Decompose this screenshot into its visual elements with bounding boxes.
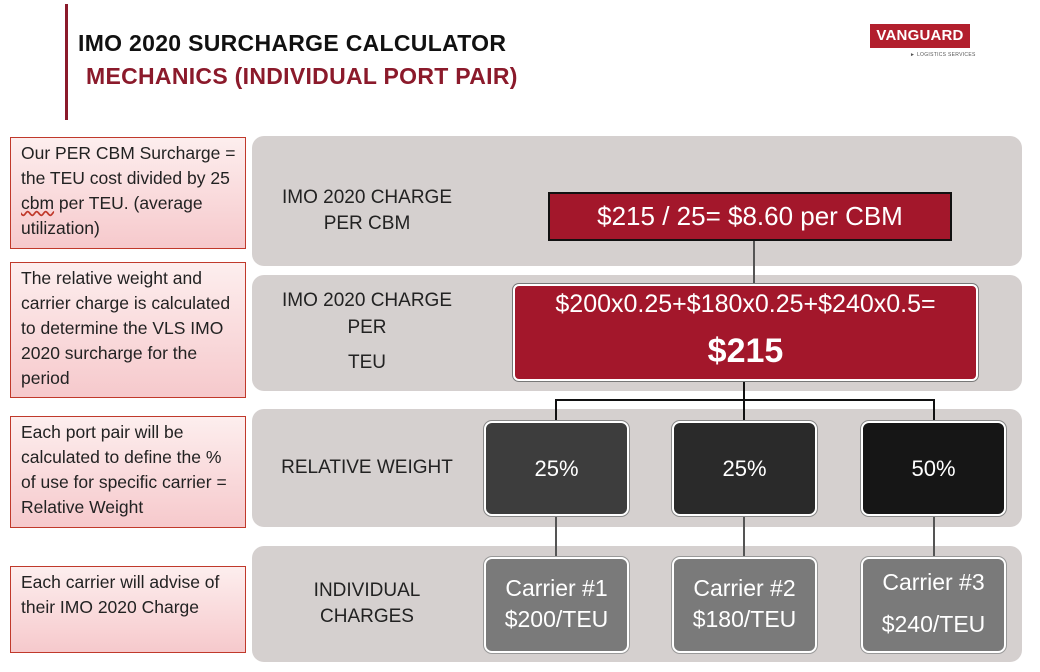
carrier-1-name: Carrier #1 — [505, 575, 608, 601]
logo-tagline: ► LOGISTICS SERVICES — [910, 52, 976, 58]
connector-weight-3 — [933, 399, 935, 422]
note-charges: Each carrier will advise of their IMO 20… — [10, 566, 246, 653]
connector-weight-2 — [743, 399, 745, 422]
connector-teu-stem — [743, 381, 745, 400]
note-cbm-underlined: cbm — [21, 193, 55, 213]
teu-formula-box: $200x0.25+$180x0.25+$240x0.5= $215 — [513, 284, 978, 381]
cbm-formula-box: $215 / 25= $8.60 per CBM — [548, 192, 952, 241]
connector-carrier-1 — [555, 516, 557, 557]
carrier-3-rate: $240/TEU — [881, 611, 986, 637]
vanguard-logo: VANGUARD — [870, 24, 970, 48]
note-cbm: Our PER CBM Surcharge = the TEU cost div… — [10, 137, 246, 249]
weight-box-3: 50% — [861, 421, 1006, 516]
note-cbm-text-a: Our PER CBM Surcharge = the TEU cost div… — [21, 143, 236, 188]
connector-cbm-teu — [753, 241, 755, 284]
weight-box-1: 25% — [484, 421, 629, 516]
teu-total: $215 — [707, 332, 784, 370]
cbm-label-line2: PER CBM — [323, 213, 411, 234]
carrier-1-rate: $200/TEU — [504, 606, 609, 632]
teu-label-line3: TEU — [348, 352, 386, 373]
weight-box-2: 25% — [672, 421, 817, 516]
connector-carrier-2 — [743, 516, 745, 557]
note-weight: Each port pair will be calculated to def… — [10, 416, 246, 528]
header-accent-bar — [65, 4, 68, 120]
carrier-2-name: Carrier #2 — [693, 575, 796, 601]
carrier-2-rate: $180/TEU — [692, 606, 797, 632]
charges-label-line1: INDIVIDUAL — [313, 580, 421, 601]
page-title: IMO 2020 SURCHARGE CALCULATOR — [78, 30, 507, 56]
page-subtitle: MECHANICS (INDIVIDUAL PORT PAIR) — [86, 63, 518, 89]
teu-label-line2: PER — [347, 317, 387, 338]
connector-carrier-3 — [933, 516, 935, 557]
carrier-box-3: Carrier #3 $240/TEU — [861, 557, 1006, 653]
connector-weight-1 — [555, 399, 557, 422]
note-cbm-text-b: per TEU. (average utilization) — [21, 193, 203, 238]
teu-label-line1: IMO 2020 CHARGE — [282, 290, 452, 311]
connector-teu-bar — [555, 399, 935, 401]
charges-label-line2: CHARGES — [320, 606, 414, 627]
carrier-box-2: Carrier #2 $180/TEU — [672, 557, 817, 653]
carrier-box-1: Carrier #1 $200/TEU — [484, 557, 629, 653]
note-teu: The relative weight and carrier charge i… — [10, 262, 246, 398]
cbm-label-line1: IMO 2020 CHARGE — [282, 187, 452, 208]
weight-label: RELATIVE WEIGHT — [281, 457, 453, 478]
teu-formula: $200x0.25+$180x0.25+$240x0.5= — [555, 290, 936, 318]
carrier-3-name: Carrier #3 — [882, 569, 985, 595]
